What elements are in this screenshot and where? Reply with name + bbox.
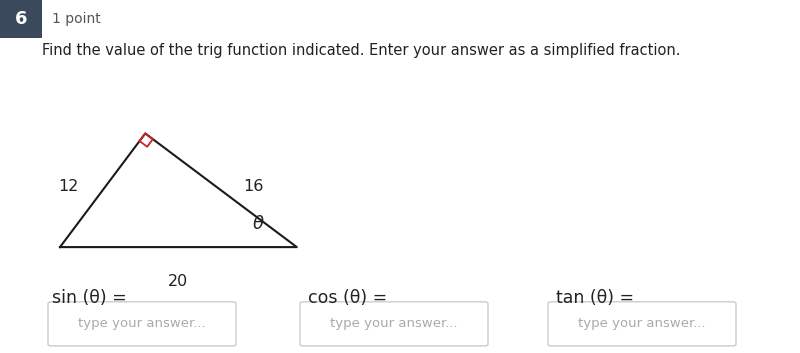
Text: type your answer...: type your answer... xyxy=(78,317,206,330)
Text: 12: 12 xyxy=(58,179,78,194)
FancyBboxPatch shape xyxy=(0,0,42,38)
FancyBboxPatch shape xyxy=(48,302,236,346)
FancyBboxPatch shape xyxy=(548,302,736,346)
Text: tan (θ) =: tan (θ) = xyxy=(556,289,634,307)
Text: 16: 16 xyxy=(243,179,264,194)
Text: Find the value of the trig function indicated. Enter your answer as a simplified: Find the value of the trig function indi… xyxy=(42,43,681,58)
FancyBboxPatch shape xyxy=(300,302,488,346)
Text: type your answer...: type your answer... xyxy=(330,317,458,330)
Text: 6: 6 xyxy=(14,10,27,28)
Text: 1 point: 1 point xyxy=(51,12,100,26)
Text: cos (θ) =: cos (θ) = xyxy=(308,289,387,307)
Text: sin (θ) =: sin (θ) = xyxy=(52,289,126,307)
Text: θ: θ xyxy=(253,215,264,233)
Text: 20: 20 xyxy=(168,274,189,288)
Text: type your answer...: type your answer... xyxy=(578,317,706,330)
